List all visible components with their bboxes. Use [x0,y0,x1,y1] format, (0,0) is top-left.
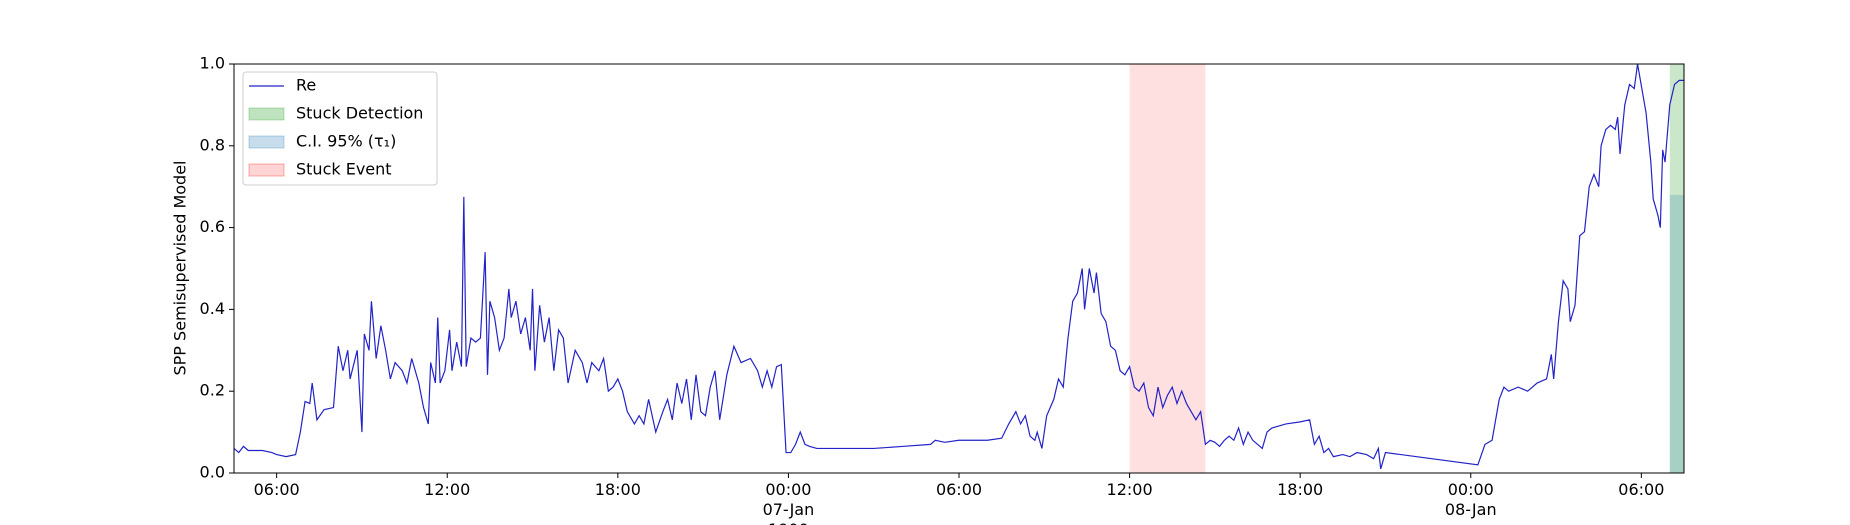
shaded-region [1129,64,1206,473]
data-line [233,63,1684,470]
shaded-region [1669,194,1684,473]
y-tick-label: 0.8 [200,135,225,154]
y-tick-label: 0.2 [200,381,225,400]
legend-patch [248,107,285,121]
legend-patch [248,135,285,149]
y-tick-label: 1.0 [200,54,225,73]
legend: Re Stuck Detection C.I. 95% (τ₁) Stuck Even… [242,71,438,186]
shaded-region [1669,64,1684,473]
legend-patch [248,163,285,177]
plot-frame [233,63,1685,474]
x-tick-label: 06:00 [936,480,982,499]
y-tick-label: 0.0 [200,463,225,482]
legend-label: Stuck Detection [296,104,423,123]
y-axis-label: SPP Semisupervised Model [171,161,190,376]
x-tick-label: 00:00 08-Jan [1445,480,1497,519]
x-tick-label: 06:00 [254,480,300,499]
x-tick-label: 18:00 [595,480,641,499]
x-tick-label: 12:00 [424,480,470,499]
x-tick-label: 12:00 [1107,480,1153,499]
legend-box [242,71,438,186]
y-tick-label: 0.6 [200,217,225,236]
x-tick-label: 06:00 [1618,480,1664,499]
legend-label: C.I. 95% (τ₁) [296,132,396,151]
y-tick-label: 0.4 [200,299,225,318]
x-tick-label: 18:00 [1277,480,1323,499]
legend-label: Re [296,76,316,95]
legend-label: Stuck Event [296,160,392,179]
